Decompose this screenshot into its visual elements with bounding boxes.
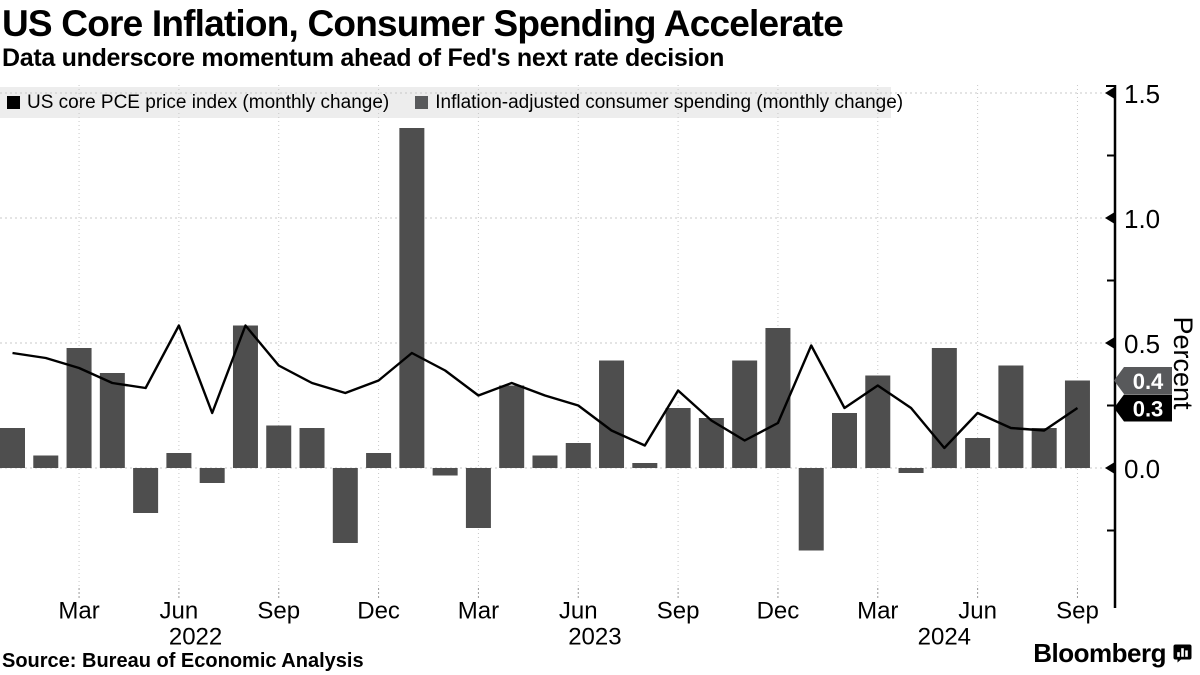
y-axis-major-tick (1105, 87, 1114, 99)
spending-bar (1031, 428, 1057, 468)
bloomberg-logo: Bloomberg (1033, 638, 1192, 669)
x-tick-label: Jun (160, 598, 199, 625)
spending-bar (99, 373, 125, 468)
source-attribution: Source: Bureau of Economic Analysis (2, 650, 364, 672)
y-tick-label: 0.5 (1124, 329, 1160, 359)
spending-bar (565, 443, 591, 468)
end-value-badge (1114, 367, 1172, 394)
spending-bar (798, 468, 824, 551)
legend: US core PCE price index (monthly change)… (7, 87, 903, 118)
x-tick-label: Mar (58, 598, 99, 625)
spending-bar (133, 468, 159, 513)
legend-strip-background (0, 87, 891, 118)
spending-bar (366, 453, 392, 468)
x-tick-label: Sep (257, 598, 300, 625)
legend-label-pce: US core PCE price index (monthly change) (27, 91, 390, 113)
spending-bar (332, 468, 358, 543)
end-value-badge-label: 0.4 (1133, 369, 1164, 394)
x-year-label: 2022 (169, 624, 222, 651)
end-value-badge (1114, 394, 1172, 422)
page-subtitle: Data underscore momentum ahead of Fed's … (2, 44, 725, 72)
legend-item-pce: US core PCE price index (monthly change) (7, 92, 389, 114)
spending-bar (33, 455, 59, 468)
spending-bar (432, 468, 458, 476)
spending-bar (965, 438, 991, 468)
x-tick-label: Dec (757, 598, 800, 625)
spending-bar (898, 468, 924, 473)
page-title: US Core Inflation, Consumer Spending Acc… (2, 3, 844, 44)
spending-bar (266, 425, 292, 468)
y-axis-major-tick (1105, 337, 1114, 349)
spending-bar (632, 463, 658, 468)
y-tick-label: 1.0 (1124, 204, 1160, 234)
x-tick-label: Jun (559, 598, 598, 625)
spending-bar (399, 128, 425, 468)
x-tick-label: Jun (958, 598, 997, 625)
spending-bar (0, 428, 25, 468)
spending-bar (499, 385, 525, 468)
spending-bar (599, 360, 625, 468)
x-tick-label: Mar (458, 598, 499, 625)
spending-bar (1064, 380, 1090, 468)
x-tick-label: Sep (657, 598, 700, 625)
pce-line (12, 324, 1079, 450)
spending-bar (832, 413, 857, 468)
spending-bar (465, 468, 491, 528)
spending-bar (532, 455, 558, 468)
spending-bar (199, 468, 225, 483)
spending-bar (865, 375, 891, 468)
spending-bar (931, 348, 957, 468)
x-year-label: 2024 (918, 624, 971, 651)
y-tick-label: 0.0 (1124, 454, 1160, 484)
y-axis-major-tick (1105, 212, 1114, 224)
legend-item-spending: Inflation-adjusted consumer spending (mo… (415, 92, 903, 114)
y-tick-label: 1.5 (1124, 79, 1160, 109)
end-value-badge-label: 0.3 (1133, 397, 1164, 422)
spending-bar (732, 360, 758, 468)
spending-bar (299, 428, 325, 468)
y-axis-major-tick (1105, 462, 1114, 474)
bloomberg-chart-bubble-icon (1173, 644, 1192, 663)
y-axis-title: Percent (1168, 316, 1198, 410)
x-tick-label: Sep (1056, 598, 1099, 625)
bloomberg-wordmark: Bloomberg (1033, 638, 1166, 668)
spending-bar (665, 408, 691, 468)
spending-bar (166, 453, 192, 468)
x-year-label: 2023 (568, 624, 621, 651)
spending-bar (998, 365, 1024, 468)
legend-swatch-spending-icon (415, 96, 429, 109)
legend-swatch-pce-icon (7, 96, 20, 109)
spending-bar (765, 328, 791, 468)
x-tick-label: Dec (357, 598, 400, 625)
legend-label-spending: Inflation-adjusted consumer spending (mo… (435, 91, 904, 113)
x-tick-label: Mar (857, 598, 898, 625)
